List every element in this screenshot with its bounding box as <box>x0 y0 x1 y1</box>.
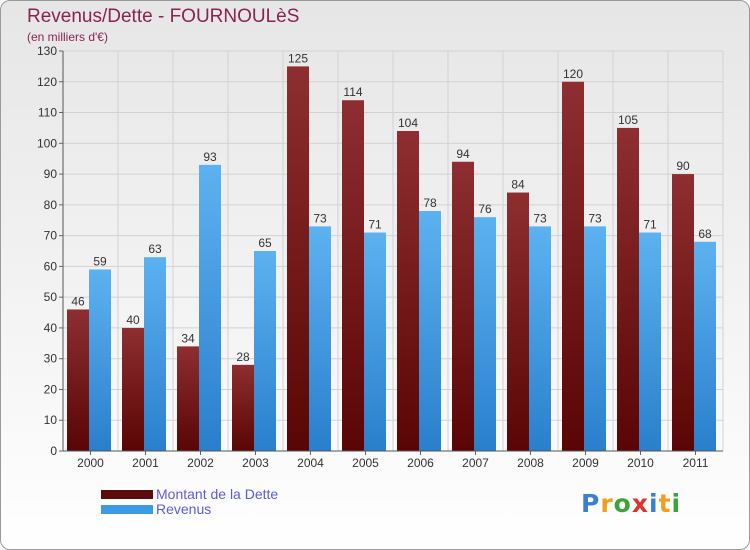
legend-label-revenus: Revenus <box>156 501 212 517</box>
revenus-bar <box>474 217 496 451</box>
debt-bar <box>562 81 584 452</box>
y-tick-label: 30 <box>44 352 58 366</box>
x-tick-label: 2009 <box>572 456 599 470</box>
debt-bar <box>452 161 474 451</box>
x-tick-label: 2008 <box>517 456 544 470</box>
debt-value-label: 104 <box>398 116 418 130</box>
debt-value-label: 120 <box>563 67 583 81</box>
revenus-value-label: 63 <box>148 242 162 256</box>
revenus-bar <box>89 269 111 451</box>
debt-bar <box>507 192 529 452</box>
chart-title: Revenus/Dette - FOURNOULèS <box>27 6 300 27</box>
debt-value-label: 46 <box>71 294 85 308</box>
x-tick-label: 2007 <box>462 456 489 470</box>
revenus-bar <box>529 226 551 451</box>
revenus-value-label: 71 <box>643 218 657 232</box>
x-tick-label: 2004 <box>297 456 324 470</box>
revenus-bar <box>584 226 606 451</box>
revenus-bar <box>254 251 276 451</box>
y-tick-label: 0 <box>50 444 57 458</box>
revenus-value-label: 65 <box>258 236 272 250</box>
debt-value-label: 94 <box>456 147 470 161</box>
legend-swatch-revenus <box>101 505 153 514</box>
legend-swatch-debt <box>101 490 153 499</box>
x-tick-label: 2005 <box>352 456 379 470</box>
debt-bar <box>342 100 364 451</box>
bars <box>67 66 716 452</box>
debt-value-label: 34 <box>181 331 195 345</box>
revenus-bar <box>639 232 661 451</box>
data-labels: 46 59 40 63 34 93 28 65 125 73 114 71 104 78 94 76 84 73 1… <box>71 51 712 363</box>
debt-value-label: 28 <box>236 350 250 364</box>
debt-bar <box>397 131 419 451</box>
revenus-value-label: 73 <box>533 211 547 225</box>
y-tick-label: 20 <box>44 382 58 396</box>
revenus-value-label: 59 <box>93 254 107 268</box>
x-tick-label: 2003 <box>242 456 269 470</box>
debt-bar <box>287 66 309 451</box>
debt-value-label: 114 <box>343 85 362 99</box>
debt-value-label: 125 <box>288 51 308 65</box>
debt-bar <box>177 346 199 451</box>
revenus-bar <box>144 257 166 451</box>
x-tick-label: 2011 <box>683 456 709 470</box>
y-tick-label: 110 <box>38 106 57 120</box>
revenus-bar <box>419 211 441 451</box>
x-tick-label: 2001 <box>132 456 159 470</box>
y-tick-label: 40 <box>44 321 58 335</box>
logo-letter: t <box>658 489 672 518</box>
y-tick-label: 100 <box>37 136 57 150</box>
revenus-bar <box>309 226 331 451</box>
revenus-value-label: 78 <box>423 196 437 210</box>
logo-letter: i <box>671 489 682 518</box>
x-tick-label: 2000 <box>77 456 104 470</box>
debt-value-label: 90 <box>676 159 690 173</box>
y-tick-label: 90 <box>44 167 58 181</box>
logo-letter: P <box>581 489 601 518</box>
revenus-value-label: 68 <box>698 227 712 241</box>
revenus-bar <box>364 232 386 451</box>
revenus-value-label: 73 <box>313 211 327 225</box>
y-tick-label: 60 <box>44 259 58 273</box>
axes: 0 10 20 30 40 50 60 70 80 90 100 110 120 130 2000 2001 2… <box>37 44 723 470</box>
debt-value-label: 40 <box>126 313 140 327</box>
x-tick-label: 2002 <box>187 456 214 470</box>
revenus-bar <box>694 241 716 451</box>
revenus-value-label: 93 <box>203 150 217 164</box>
revenus-value-label: 73 <box>588 211 602 225</box>
debt-value-label: 105 <box>618 113 638 127</box>
revenus-value-label: 76 <box>478 202 492 216</box>
y-tick-label: 80 <box>44 198 58 212</box>
debt-bar <box>122 327 144 451</box>
logo-letter: o <box>613 489 632 518</box>
chart-subtitle: (en milliers d'€) <box>27 30 108 44</box>
logo-letter: r <box>600 489 614 518</box>
y-tick-label: 130 <box>37 44 57 58</box>
debt-bar <box>672 174 694 452</box>
proxiti-logo: Proxiti <box>581 489 681 518</box>
y-tick-label: 50 <box>44 290 58 304</box>
y-tick-label: 10 <box>44 413 58 427</box>
x-tick-label: 2006 <box>407 456 434 470</box>
x-tick-label: 2010 <box>627 456 654 470</box>
y-tick-label: 70 <box>44 229 58 243</box>
logo-letter: x <box>631 489 649 518</box>
revenus-value-label: 71 <box>368 218 382 232</box>
debt-bar <box>617 127 639 451</box>
logo-letter: i <box>649 489 659 518</box>
revenus-bar <box>199 164 221 451</box>
legend-label-debt: Montant de la Dette <box>156 486 279 502</box>
debt-bar <box>67 309 89 451</box>
debt-value-label: 84 <box>511 178 525 192</box>
debt-bar <box>232 364 254 451</box>
y-tick-label: 120 <box>37 75 57 89</box>
